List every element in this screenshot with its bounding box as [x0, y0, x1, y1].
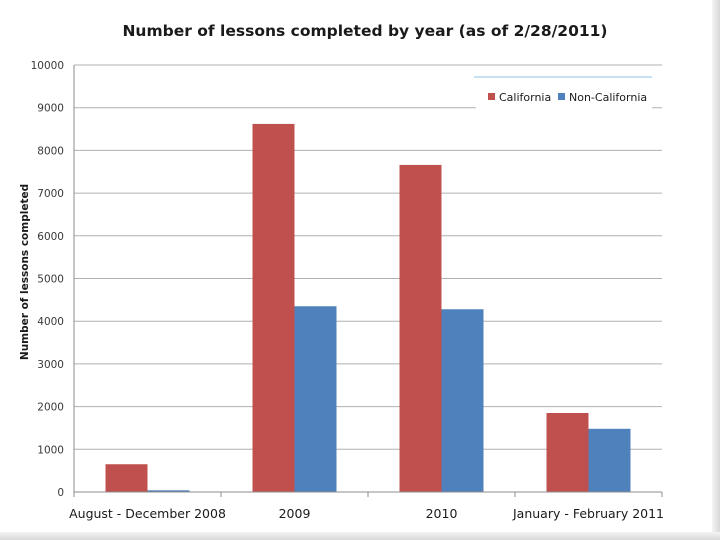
legend-swatch [488, 93, 495, 100]
y-tick-label: 0 [57, 487, 64, 499]
y-tick-label: 8000 [37, 145, 64, 157]
x-category-labels: August - December 2008 2009 2010 January - … [69, 506, 664, 521]
y-tick-labels: 0 1000 2000 3000 4000 5000 6000 7000 8000 9000 100… [31, 60, 64, 499]
y-tick-label: 2000 [37, 402, 64, 414]
bar-non-california [588, 428, 631, 492]
y-tick-label: 4000 [37, 316, 64, 328]
slide-right-edge [712, 0, 720, 540]
y-axis-label: Number of lessons completed [19, 184, 31, 360]
bar-non-california [441, 309, 484, 492]
y-tick-label: 7000 [37, 188, 64, 200]
y-tick-label: 9000 [37, 103, 64, 115]
legend-label: California [499, 91, 551, 104]
legend-swatch [558, 93, 565, 100]
x-category-label: 2009 [279, 506, 311, 521]
y-tick-label: 6000 [37, 231, 64, 243]
bar-california [252, 123, 295, 493]
x-category-label: January - February 2011 [512, 506, 664, 521]
legend-label: Non-California [569, 91, 647, 104]
bar-non-california [294, 306, 337, 492]
gridlines [74, 64, 662, 450]
bar-non-california [147, 490, 190, 492]
y-tick-label: 5000 [37, 274, 64, 286]
legend: California Non-California [474, 76, 652, 110]
y-tick-label: 1000 [37, 444, 64, 456]
bar-california [399, 164, 442, 492]
axes [73, 65, 663, 497]
y-tick-label: 10000 [31, 60, 64, 72]
chart-title: Number of lessons completed by year (as … [122, 22, 608, 40]
y-tick-label: 3000 [37, 359, 64, 371]
slide-bottom-edge [0, 532, 720, 540]
bar-california [546, 413, 589, 492]
x-category-label: August - December 2008 [69, 506, 226, 521]
bars [105, 123, 631, 493]
bar-chart: 0 1000 2000 3000 4000 5000 6000 7000 8000 9000 100… [19, 60, 664, 521]
bar-california [105, 464, 148, 492]
x-category-label: 2010 [426, 506, 458, 521]
